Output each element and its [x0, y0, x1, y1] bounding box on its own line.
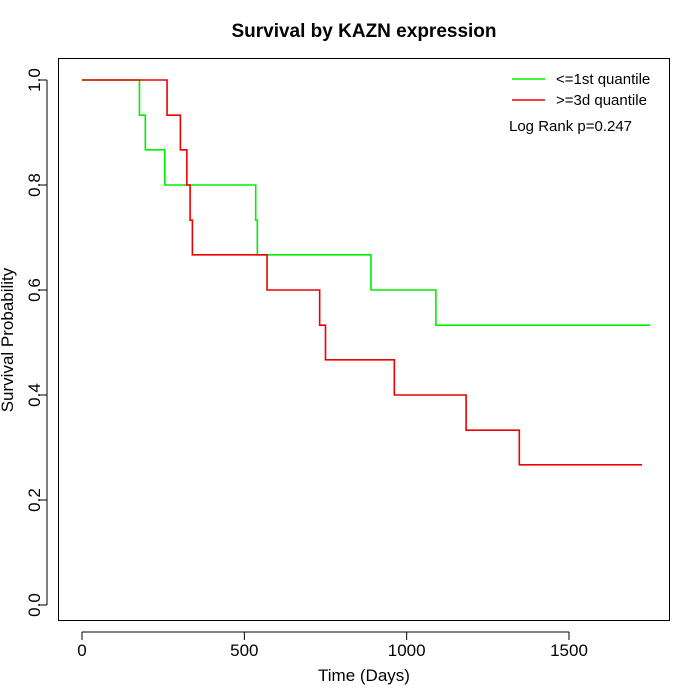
legend: <=1st quantile >=3d quantile: [512, 71, 650, 109]
x-tick-label: 1000: [388, 641, 426, 660]
x-tick-label: 0: [77, 641, 86, 660]
plot-frame: [58, 58, 670, 621]
x-tick-label: 1500: [550, 641, 588, 660]
y-axis-label: Survival Probability: [0, 267, 17, 412]
y-tick-label: 0.8: [25, 173, 44, 197]
y-tick-label: 0.6: [25, 278, 44, 302]
x-axis: 0 500 1000 1500: [77, 631, 588, 660]
logrank-annotation: Log Rank p=0.247: [509, 118, 632, 135]
series-layer: [82, 79, 651, 466]
legend-label: <=1st quantile: [556, 71, 650, 88]
y-tick-label: 1.0: [25, 68, 44, 92]
y-tick-label: 0.2: [25, 488, 44, 512]
chart-title: Survival by KAZN expression: [231, 21, 496, 42]
y-tick-label: 0.0: [25, 593, 44, 617]
x-axis-label: Time (Days): [318, 666, 410, 685]
survival-curve-high: [82, 79, 643, 466]
x-tick-label: 500: [230, 641, 258, 660]
y-axis: 0.0 0.2 0.4 0.6 0.8 1.0: [25, 68, 48, 617]
survival-curve-low: [82, 79, 651, 326]
y-tick-label: 0.4: [25, 383, 44, 407]
legend-label: >=3d quantile: [556, 92, 647, 109]
